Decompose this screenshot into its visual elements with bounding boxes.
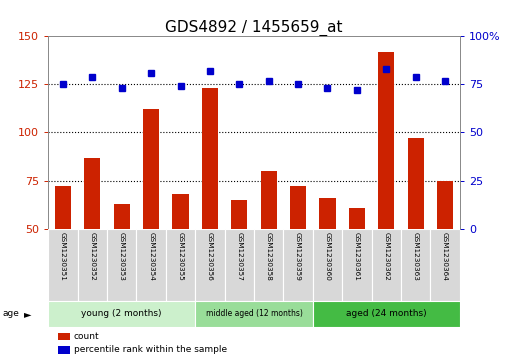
Text: GSM1230362: GSM1230362: [383, 232, 389, 281]
Bar: [143, 109, 159, 325]
Bar: [254, 229, 283, 301]
Text: GSM1230358: GSM1230358: [266, 232, 272, 281]
Text: GSM1230364: GSM1230364: [442, 232, 448, 281]
Text: GSM1230356: GSM1230356: [207, 232, 213, 281]
Text: GSM1230363: GSM1230363: [412, 232, 419, 281]
Bar: [202, 88, 218, 325]
Bar: [195, 301, 313, 327]
Title: GDS4892 / 1455659_at: GDS4892 / 1455659_at: [165, 20, 343, 36]
Bar: [78, 229, 107, 301]
Bar: [114, 204, 130, 325]
Bar: [407, 138, 424, 325]
Text: ►: ►: [24, 309, 32, 319]
Text: young (2 months): young (2 months): [81, 310, 162, 318]
Text: GSM1230360: GSM1230360: [325, 232, 331, 281]
Bar: [48, 229, 78, 301]
Text: GSM1230361: GSM1230361: [354, 232, 360, 281]
Text: percentile rank within the sample: percentile rank within the sample: [74, 346, 227, 354]
Text: GSM1230355: GSM1230355: [177, 232, 183, 281]
Bar: [320, 198, 336, 325]
Text: count: count: [74, 332, 99, 341]
Bar: [137, 229, 166, 301]
Text: GSM1230351: GSM1230351: [60, 232, 66, 281]
Bar: [283, 229, 313, 301]
Bar: [371, 229, 401, 301]
Bar: [430, 229, 460, 301]
Bar: [107, 229, 137, 301]
Bar: [195, 229, 225, 301]
Bar: [401, 229, 430, 301]
Bar: [55, 186, 71, 325]
Text: GSM1230353: GSM1230353: [119, 232, 125, 281]
Bar: [290, 186, 306, 325]
Bar: [313, 229, 342, 301]
Bar: [231, 200, 247, 325]
Text: age: age: [3, 310, 19, 318]
Bar: [172, 194, 188, 325]
Bar: [261, 171, 277, 325]
Bar: [313, 301, 460, 327]
Text: GSM1230354: GSM1230354: [148, 232, 154, 281]
Bar: [48, 301, 195, 327]
Bar: [378, 52, 394, 325]
Bar: [225, 229, 254, 301]
Bar: [166, 229, 195, 301]
Text: GSM1230352: GSM1230352: [89, 232, 96, 281]
Bar: [342, 229, 371, 301]
Text: GSM1230357: GSM1230357: [236, 232, 242, 281]
Bar: [84, 158, 101, 325]
Text: middle aged (12 months): middle aged (12 months): [206, 310, 302, 318]
Text: aged (24 months): aged (24 months): [346, 310, 427, 318]
Bar: [349, 208, 365, 325]
Bar: [437, 180, 453, 325]
Text: GSM1230359: GSM1230359: [295, 232, 301, 281]
